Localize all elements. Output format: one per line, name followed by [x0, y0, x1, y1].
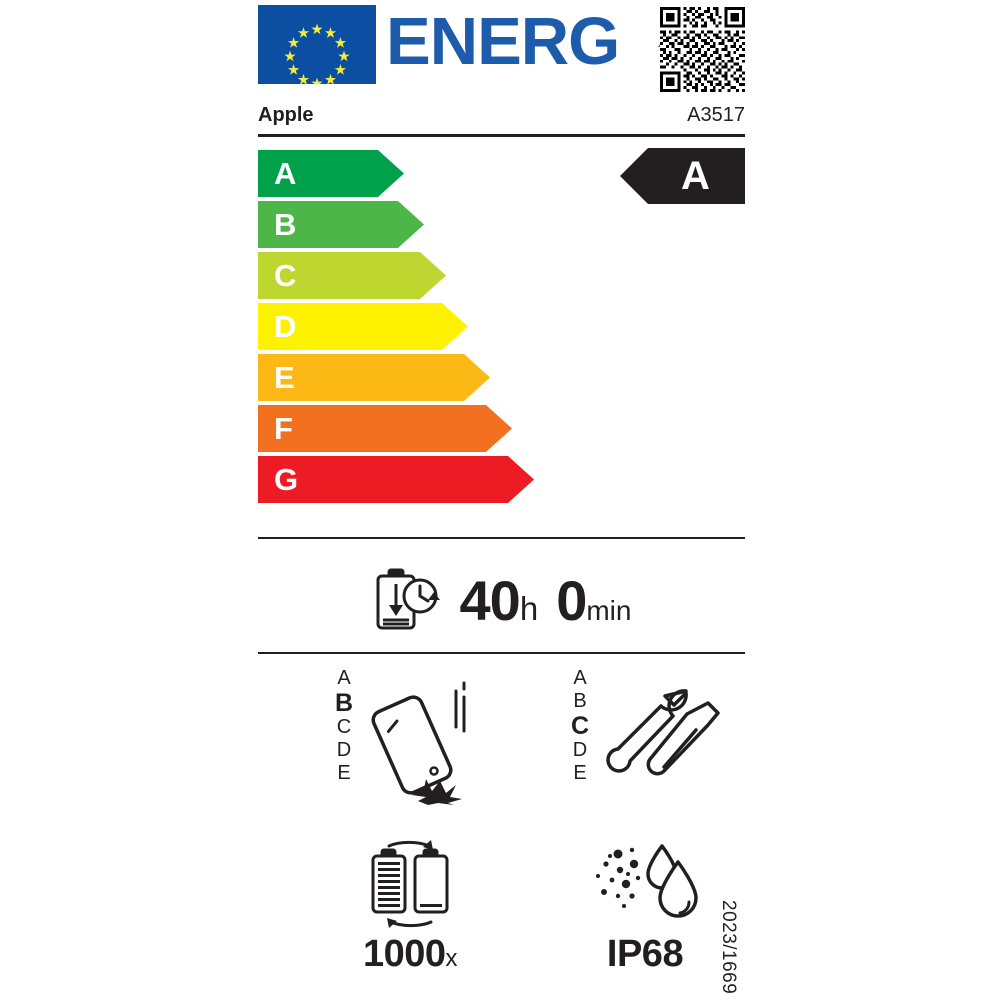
qr-code-icon — [660, 7, 745, 92]
battery-cycles-value: 1000 — [362, 933, 446, 975]
wrench-screwdriver-icon — [604, 675, 724, 805]
grade-row-d: D — [258, 303, 548, 350]
grade-row-e: E — [258, 354, 548, 401]
regulation-reference: 2023/1669 — [718, 900, 739, 995]
grade-arrow-b — [258, 201, 424, 248]
grade-arrow-f — [258, 405, 512, 452]
grade-arrow-d — [258, 303, 468, 350]
ingress-protection-label: IP68 — [606, 933, 684, 975]
falling-phone-icon — [368, 675, 488, 805]
drop_resistance-class-e: E — [337, 762, 351, 784]
energy-rating-arrow — [620, 148, 745, 204]
drop_resistance-class-a: A — [337, 667, 351, 689]
drop_resistance-class-c: C — [336, 716, 352, 738]
duration-minutes-value: 0 — [556, 568, 587, 632]
grade-arrow-g — [258, 456, 534, 503]
grade-row-f: F — [258, 405, 548, 452]
battery-cycles-panel: 1000x — [310, 840, 510, 980]
divider-below-duration — [258, 652, 745, 654]
eu-flag-icon — [258, 5, 376, 84]
grade-row-b: B — [258, 201, 548, 248]
battery-cycles-suffix: x — [445, 945, 458, 972]
supplier-model-row: Apple A3517 — [258, 100, 745, 137]
repairability-class-c: C — [570, 712, 590, 740]
label-header: ENERG — [258, 4, 745, 92]
grade-arrow-e — [258, 354, 490, 401]
battery-duration-block: 40 h 0 min — [258, 560, 745, 640]
repairability-class-d: D — [572, 739, 588, 761]
energy-wordmark: ENERG — [386, 4, 620, 79]
duration-hours-value: 40 — [459, 568, 521, 632]
battery-clock-icon — [372, 568, 444, 632]
ingress-protection-panel: IP68 — [545, 840, 745, 980]
drop_resistance-class-b: B — [334, 689, 354, 717]
grade-arrow-c — [258, 252, 446, 299]
battery-cycles-label: 1000x — [310, 932, 510, 981]
duration-minutes-unit: min — [586, 594, 632, 626]
battery-cycles-icon — [355, 840, 465, 928]
repairability-class-b: B — [573, 690, 587, 712]
battery-duration-text: 40 h 0 min — [460, 568, 632, 633]
repairability-class-e: E — [573, 762, 587, 784]
supplier-name: Apple — [258, 104, 314, 126]
grade-row-a: A — [258, 150, 548, 197]
grade-row-g: G — [258, 456, 548, 503]
grade-row-c: C — [258, 252, 548, 299]
duration-hours-unit: h — [519, 589, 539, 627]
dust-water-icon — [590, 840, 700, 928]
drop_resistance-class-d: D — [336, 739, 352, 761]
model-identifier: A3517 — [687, 104, 745, 126]
grade-arrow-a — [258, 150, 404, 197]
divider-above-duration — [258, 537, 745, 539]
repairability-class-a: A — [573, 667, 587, 689]
